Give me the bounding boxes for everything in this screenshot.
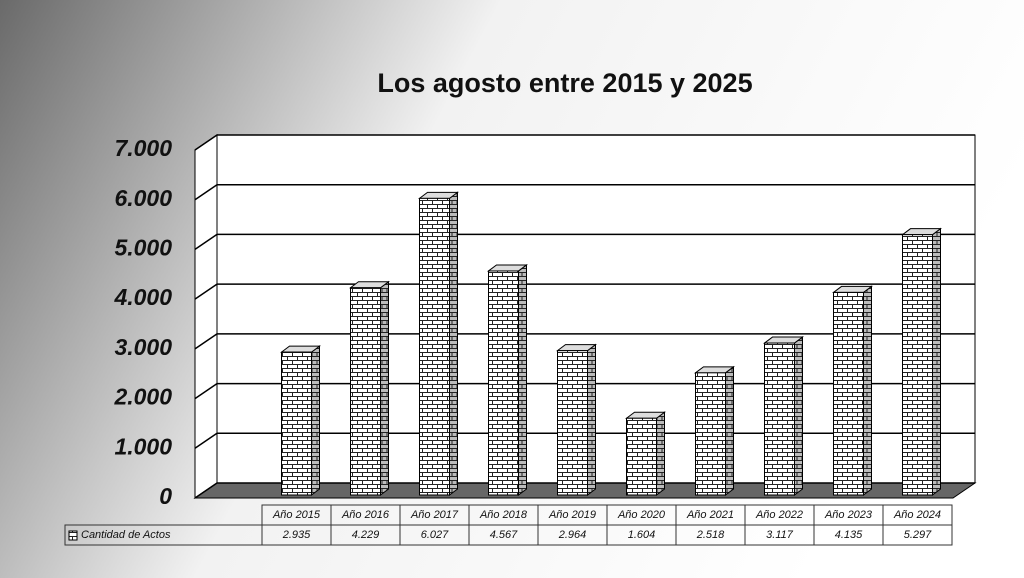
y-tick-label: 6.000 bbox=[114, 185, 172, 211]
y-tick-label: 5.000 bbox=[114, 235, 172, 261]
y-tick-label: 7.000 bbox=[114, 135, 172, 161]
side-wall bbox=[194, 134, 218, 499]
bar-side bbox=[932, 227, 941, 496]
bar-side bbox=[380, 280, 389, 496]
value-label: 6.027 bbox=[421, 529, 449, 541]
y-tick-label: 0 bbox=[159, 483, 172, 509]
bar-side bbox=[863, 285, 872, 496]
value-label: 5.297 bbox=[904, 529, 932, 541]
x-tick-label: Año 2022 bbox=[755, 509, 803, 521]
x-tick-label: Año 2017 bbox=[410, 509, 459, 521]
chart-title: Los agosto entre 2015 y 2025 bbox=[377, 68, 752, 98]
value-label: 2.935 bbox=[282, 529, 311, 541]
bar bbox=[419, 197, 450, 496]
value-label: 3.117 bbox=[766, 529, 794, 541]
x-tick-label: Año 2019 bbox=[548, 509, 596, 521]
value-label: 4.567 bbox=[490, 529, 518, 541]
bar bbox=[626, 417, 657, 496]
bar-side bbox=[449, 191, 458, 496]
bar bbox=[488, 270, 519, 496]
grid-line bbox=[194, 233, 975, 251]
bar-side bbox=[587, 343, 596, 496]
legend-label: Cantidad de Actos bbox=[81, 529, 171, 541]
grid-line bbox=[194, 183, 975, 201]
x-tick-label: Año 2024 bbox=[893, 509, 941, 521]
value-label: 2.964 bbox=[558, 529, 587, 541]
x-tick-label: Año 2018 bbox=[479, 509, 528, 521]
y-tick-label: 3.000 bbox=[114, 334, 172, 360]
y-tick-label: 4.000 bbox=[113, 284, 172, 310]
x-tick-label: Año 2016 bbox=[341, 509, 390, 521]
x-tick-label: Año 2015 bbox=[272, 509, 321, 521]
bar bbox=[350, 287, 381, 496]
bar-side bbox=[656, 411, 665, 496]
table-border bbox=[64, 524, 953, 546]
bar-side bbox=[518, 263, 527, 496]
bar bbox=[764, 342, 795, 496]
y-tick-label: 1.000 bbox=[114, 433, 172, 459]
bar-side bbox=[725, 365, 734, 496]
grid-line bbox=[194, 333, 975, 350]
value-label: 1.604 bbox=[628, 529, 656, 541]
bar bbox=[695, 372, 726, 496]
bar bbox=[281, 351, 312, 496]
y-tick-label: 2.000 bbox=[113, 384, 172, 410]
bar bbox=[833, 291, 864, 496]
bar bbox=[557, 350, 588, 496]
legend-swatch bbox=[68, 530, 78, 541]
value-label: 2.518 bbox=[696, 529, 725, 541]
grid-line bbox=[194, 283, 975, 300]
x-tick-label: Año 2023 bbox=[824, 509, 873, 521]
x-tick-label: Año 2021 bbox=[686, 509, 734, 521]
grid-line bbox=[194, 134, 975, 151]
bar bbox=[902, 234, 933, 496]
value-label: 4.229 bbox=[352, 529, 380, 541]
bar-side bbox=[311, 345, 320, 496]
bar-side bbox=[794, 336, 803, 496]
x-tick-label: Año 2020 bbox=[617, 509, 666, 521]
value-label: 4.135 bbox=[835, 529, 863, 541]
